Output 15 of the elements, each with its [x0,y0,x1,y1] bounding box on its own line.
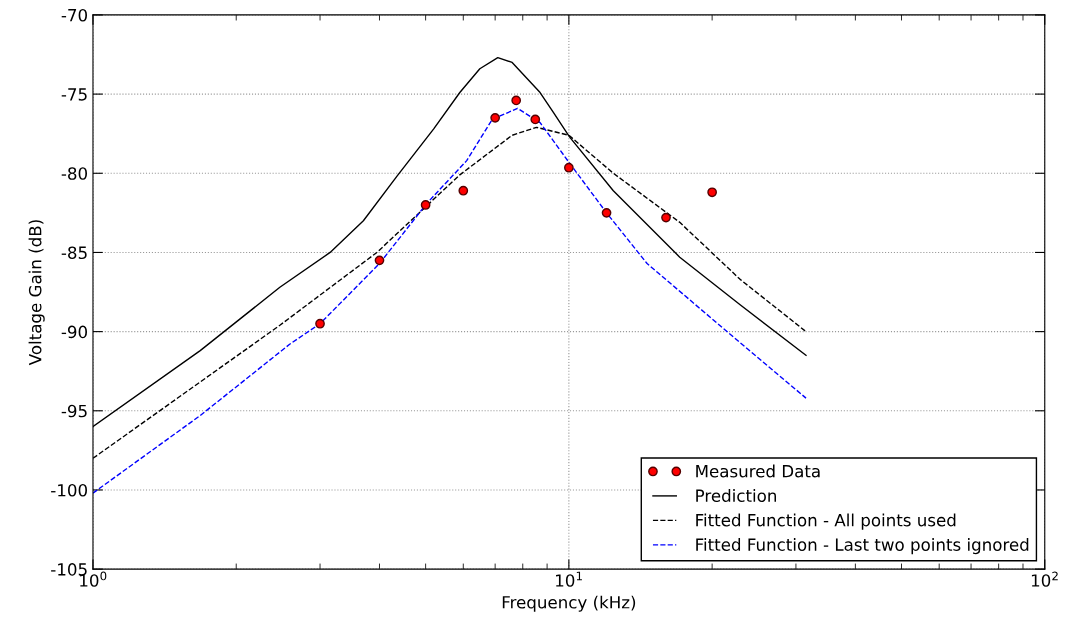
legend-label: Prediction [696,489,776,502]
y-tick-label: -75 [61,88,87,101]
y-tick-label: -90 [61,325,88,339]
legend-label: Fitted Function - Last two points ignored [696,538,1029,555]
x-tick-label: 10$^{1}$ [556,571,582,587]
x-axis-title: Frequency (kHz) [502,595,636,612]
y-tick-label: -95 [61,404,87,418]
y-tick-label: -100 [51,483,88,497]
y-tick-label: -70 [61,8,88,22]
y-tick-label: -85 [61,246,87,260]
x-tick-label: 10$^{2}$ [1031,571,1058,587]
legend-label: Measured Data [696,464,820,478]
legend-label: Fitted Function - All points used [696,513,956,530]
y-axis-title: Voltage Gain (dB) [28,220,45,366]
y-tick-label: -80 [61,167,88,180]
